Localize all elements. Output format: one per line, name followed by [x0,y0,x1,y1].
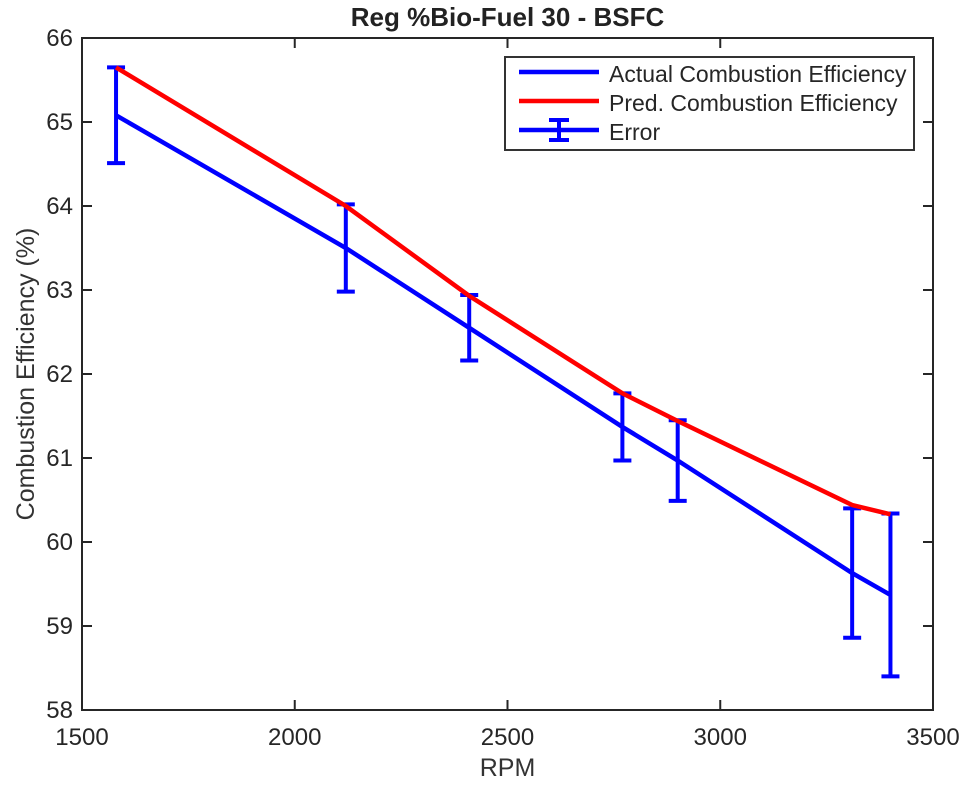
line-glyph [519,98,599,104]
legend: Actual Combustion Efficiency Pred. Combu… [504,56,915,151]
pred-line [114,65,891,517]
y-axis-label: Combustion Efficiency (%) [12,227,40,521]
legend-label-error: Error [609,119,661,145]
y-tick-label: 59 [46,613,73,640]
actual-line-sample-icon [518,58,600,91]
pred-line-sample-icon [518,87,600,120]
x-tick-label: 3500 [906,724,959,751]
line-glyph [519,69,599,75]
actual-line [114,113,892,597]
chart-title: Reg %Bio-Fuel 30 - BSFC [350,2,665,32]
legend-item-actual: Actual Combustion Efficiency [506,60,913,89]
legend-label-actual: Actual Combustion Efficiency [609,61,907,87]
y-tick-label: 64 [46,193,73,220]
y-tick-label: 58 [46,697,73,724]
x-tick-label: 2500 [481,724,534,751]
legend-item-pred: Pred. Combustion Efficiency [506,89,913,118]
legend-item-error: Error [506,118,913,147]
y-tick-label: 66 [46,25,73,52]
y-tick-label: 65 [46,109,73,136]
x-tick-label: 1500 [55,724,108,751]
x-tick-label: 3000 [694,724,747,751]
y-tick-label: 60 [46,529,73,556]
x-axis-label: RPM [479,754,536,782]
x-tick-label: 2000 [268,724,321,751]
errorbar-sample-icon [518,116,600,149]
y-tick-label: 61 [46,445,73,472]
legend-label-pred: Pred. Combustion Efficiency [609,90,898,116]
y-tick-label: 63 [46,277,73,304]
errorbar-glyph [519,118,599,142]
y-tick-label: 62 [46,361,73,388]
